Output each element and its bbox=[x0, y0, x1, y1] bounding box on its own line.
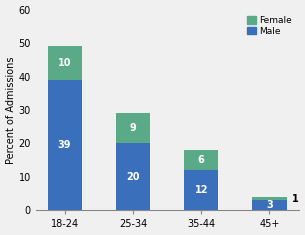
Text: 12: 12 bbox=[195, 185, 208, 195]
Bar bbox=[116, 113, 150, 143]
Y-axis label: Percent of Admissions: Percent of Admissions bbox=[5, 56, 16, 164]
Bar bbox=[48, 80, 82, 210]
Bar bbox=[116, 143, 150, 210]
Text: 6: 6 bbox=[198, 155, 205, 165]
Text: 9: 9 bbox=[130, 123, 136, 133]
Bar bbox=[184, 150, 218, 170]
Bar bbox=[48, 46, 82, 80]
Text: 39: 39 bbox=[58, 140, 71, 150]
Text: 10: 10 bbox=[58, 58, 71, 68]
Bar bbox=[253, 200, 287, 210]
Text: 3: 3 bbox=[266, 200, 273, 210]
Bar bbox=[253, 197, 287, 200]
Text: 1: 1 bbox=[292, 194, 299, 204]
Text: 20: 20 bbox=[126, 172, 140, 182]
Legend: Female, Male: Female, Male bbox=[245, 14, 294, 38]
Bar bbox=[184, 170, 218, 210]
